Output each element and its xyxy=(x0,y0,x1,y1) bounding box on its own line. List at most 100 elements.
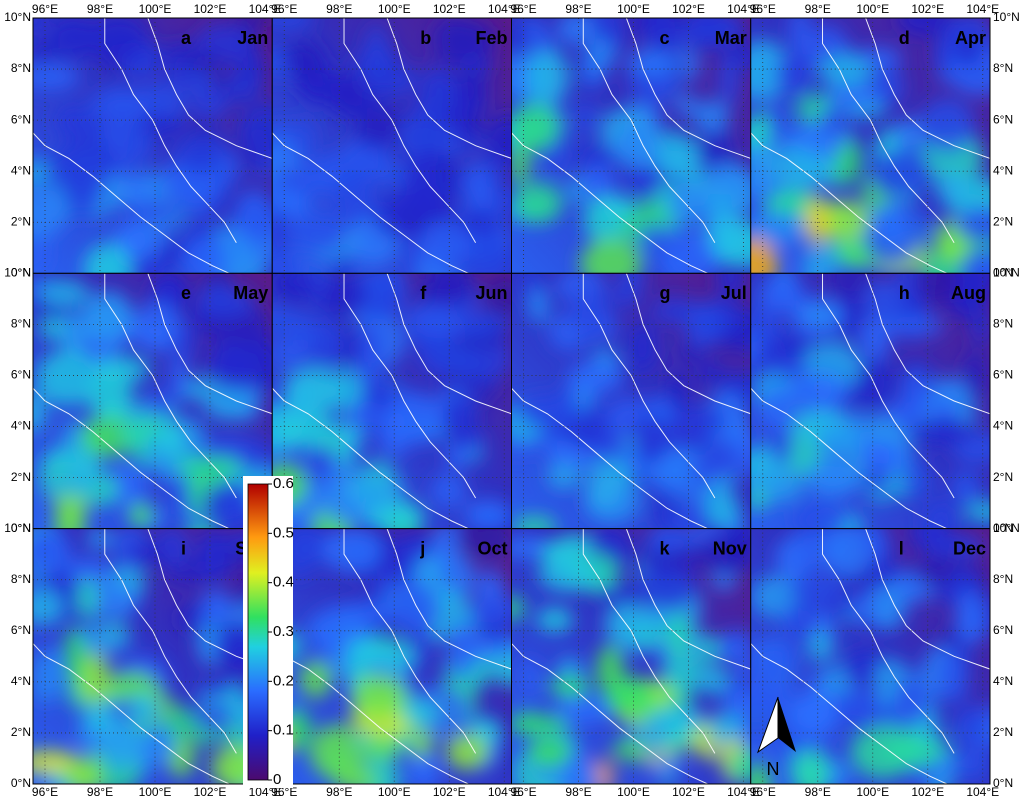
map-panel xyxy=(272,18,512,274)
longitude-label: 100°E xyxy=(617,2,650,16)
heat-blob xyxy=(795,594,817,644)
longitude-label: 96°E xyxy=(750,2,776,16)
panel-month: Feb xyxy=(475,28,507,48)
latitude-label: 8°N xyxy=(11,317,31,331)
coastline xyxy=(272,132,469,274)
heat-blob xyxy=(133,691,155,722)
map-panel xyxy=(750,273,990,529)
heat-blob xyxy=(49,18,99,58)
colorbar-tick-label: 0.4 xyxy=(273,574,294,591)
colorbar-tick-label: 0.1 xyxy=(273,722,294,739)
latitude-label: 2°N xyxy=(11,470,31,484)
heat-field xyxy=(272,273,512,529)
heat-blob xyxy=(664,613,694,663)
heat-blob xyxy=(222,69,262,105)
heat-blob xyxy=(915,273,958,305)
heat-blob xyxy=(157,422,185,459)
heat-blob xyxy=(586,37,616,71)
heat-blob xyxy=(367,145,392,172)
heat-blob xyxy=(632,413,670,466)
heat-blob xyxy=(432,18,471,65)
latitude-label: 4°N xyxy=(11,419,31,433)
heat-blob xyxy=(912,417,976,446)
heat-field xyxy=(750,273,990,529)
heat-blob xyxy=(193,705,235,733)
heat-blob xyxy=(567,178,588,203)
panel-letter: a xyxy=(181,28,192,48)
heat-blob xyxy=(168,350,189,403)
latitude-label: 10°N xyxy=(4,10,31,24)
heat-blob xyxy=(35,350,99,406)
heat-blob xyxy=(33,531,72,574)
heat-blob xyxy=(445,733,489,771)
panel-letter: l xyxy=(899,538,904,558)
heat-blob xyxy=(648,528,695,552)
heat-blob xyxy=(803,242,835,274)
longitude-label: 102°E xyxy=(194,785,227,799)
heat-blob xyxy=(604,677,656,715)
heat-blob xyxy=(37,279,90,308)
latitude-label: 8°N xyxy=(11,572,31,586)
heat-blob xyxy=(283,370,319,423)
coastline xyxy=(343,18,477,243)
latitude-label: 10°N xyxy=(993,10,1020,24)
heat-blob xyxy=(954,207,990,243)
heat-blob xyxy=(357,322,384,373)
longitude-label: 104°E xyxy=(488,785,521,799)
coastline xyxy=(582,528,716,754)
heat-blob xyxy=(485,273,512,319)
latitude-label: 2°N xyxy=(993,214,1013,228)
longitude-label: 100°E xyxy=(617,785,650,799)
heat-blob xyxy=(613,130,662,169)
heat-blob xyxy=(825,528,872,578)
heat-blob xyxy=(168,471,191,523)
longitude-label: 102°E xyxy=(911,2,944,16)
longitude-label: 98°E xyxy=(565,785,591,799)
coastline xyxy=(582,18,716,243)
heat-blob xyxy=(537,557,602,592)
heat-blob xyxy=(951,471,980,505)
heat-blob xyxy=(653,490,676,529)
coastline xyxy=(625,273,751,415)
heat-blob xyxy=(818,52,872,88)
coastline xyxy=(511,643,708,784)
panel-month: Dec xyxy=(953,538,986,558)
heat-blob xyxy=(880,315,945,337)
heat-blob xyxy=(571,285,610,340)
heat-blob xyxy=(292,120,314,160)
heat-blob xyxy=(234,18,273,29)
heat-blob xyxy=(127,542,170,564)
heat-blob xyxy=(511,516,557,529)
heat-blob xyxy=(446,623,476,680)
heat-blob xyxy=(147,388,170,423)
heat-blob xyxy=(460,74,486,102)
longitude-label: 98°E xyxy=(87,2,113,16)
latitude-label: 6°N xyxy=(993,112,1013,126)
north-label: N xyxy=(767,759,780,779)
heat-blob xyxy=(451,311,500,339)
heat-blob xyxy=(272,18,314,30)
map-panel xyxy=(511,273,751,529)
longitude-label: 100°E xyxy=(378,785,411,799)
longitude-label: 102°E xyxy=(911,785,944,799)
heat-blob xyxy=(283,528,330,569)
heat-blob xyxy=(771,425,793,467)
latitude-label: 4°N xyxy=(11,163,31,177)
heat-blob xyxy=(107,463,146,509)
panel-month: Nov xyxy=(713,538,747,558)
longitude-label: 102°E xyxy=(433,2,466,16)
panel-month: Mar xyxy=(715,28,747,48)
coastline xyxy=(386,528,512,670)
heat-blob xyxy=(406,754,440,784)
latitude-label: 2°N xyxy=(993,725,1013,739)
heat-blob xyxy=(604,603,652,647)
longitude-label: 96°E xyxy=(32,2,58,16)
heat-blob xyxy=(33,186,65,239)
heat-blob xyxy=(527,287,550,325)
latitude-label: 0°N xyxy=(993,521,1013,535)
heat-blob xyxy=(893,675,932,725)
panel-letter: f xyxy=(420,283,427,303)
heat-blob xyxy=(530,49,569,105)
coastline xyxy=(104,273,237,499)
heat-blob xyxy=(196,286,255,318)
